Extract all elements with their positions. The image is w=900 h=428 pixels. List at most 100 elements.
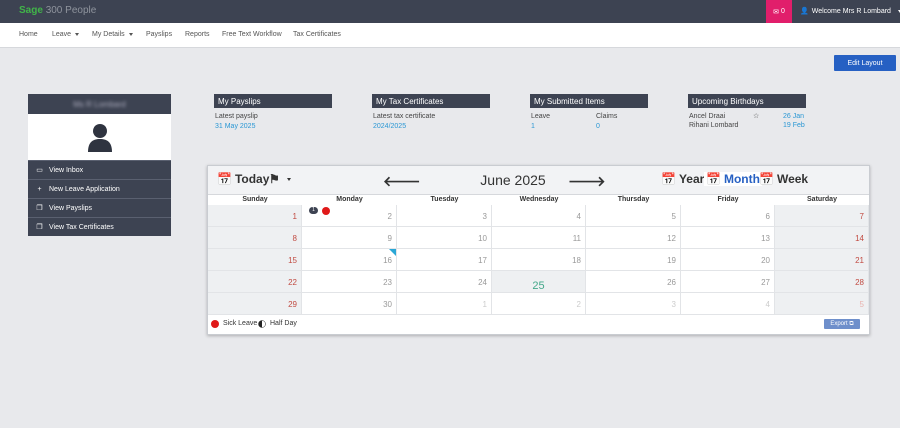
weekday-friday: Friday	[717, 196, 739, 203]
day-cell[interactable]: 1	[208, 205, 302, 227]
day-cell[interactable]: 10	[397, 227, 492, 249]
inbox-icon: ▭	[36, 167, 43, 174]
latest-tax-certificate-link[interactable]: 2024/2025	[373, 123, 407, 130]
mail-button[interactable]: ✉ 0	[766, 0, 792, 23]
user-avatar-icon	[87, 124, 112, 152]
star-icon[interactable]: ☆	[753, 113, 760, 120]
day-cell[interactable]: 21	[775, 249, 869, 271]
day-cell[interactable]: 5	[586, 205, 681, 227]
day-cell[interactable]: 19	[586, 249, 681, 271]
legend-half-day: Half Day	[270, 320, 297, 327]
day-cell[interactable]: 4	[681, 293, 775, 315]
year-view-button[interactable]: 📅 Year	[661, 172, 705, 186]
user-menu[interactable]: 👤 Welcome Mrs R Lombard	[800, 7, 900, 15]
edit-layout-button[interactable]: Edit Layout	[834, 55, 896, 71]
brand-sage: Sage	[19, 5, 43, 16]
day-cell[interactable]: 7	[775, 205, 869, 227]
day-cell[interactable]: 8	[208, 227, 302, 249]
calendar-title: June 2025	[480, 172, 546, 188]
avatar	[28, 114, 171, 160]
day-cell[interactable]: 17	[397, 249, 492, 271]
my-submitted-items-card: My Submitted Items Leave 1 Claims 0	[530, 94, 648, 138]
next-month-arrow[interactable]: 🡒	[568, 173, 606, 189]
nav-my-details[interactable]: My Details	[92, 31, 133, 38]
nav-leave[interactable]: Leave	[52, 31, 80, 38]
my-tax-certificates-card: My Tax Certificates Latest tax certifica…	[372, 94, 490, 138]
weekday-monday: Monday	[336, 196, 363, 203]
export-button[interactable]: Export ⧉	[824, 319, 860, 329]
upcoming-birthdays-card: Upcoming Birthdays Ancel Draai ☆ 26 Jan …	[688, 94, 806, 138]
day-cell[interactable]: 30	[302, 293, 397, 315]
day-cell[interactable]: 14	[775, 227, 869, 249]
day-cell[interactable]: 3	[586, 293, 681, 315]
half-day-icon	[258, 320, 266, 328]
event-count-badge[interactable]: 1	[309, 207, 318, 214]
chevron-down-icon	[897, 9, 900, 13]
day-cell[interactable]: 5	[775, 293, 869, 315]
card-title: My Tax Certificates	[372, 94, 490, 108]
birthday-name: Rihani Lombard	[689, 122, 739, 129]
top-bar: Sage 300 People ✉ 0 👤 Welcome Mrs R Lomb…	[0, 0, 900, 23]
card-label: Latest payslip	[215, 113, 258, 120]
weekday-saturday: Saturday	[807, 196, 837, 203]
profile-name: Ms R Lombard	[28, 94, 171, 114]
card-label: Latest tax certificate	[373, 113, 436, 120]
today-button[interactable]: 📅 Today	[217, 172, 270, 186]
nav-tax-certificates[interactable]: Tax Certificates	[293, 31, 341, 38]
app-logo[interactable]: Sage 300 People	[19, 5, 96, 16]
day-cell[interactable]: 20	[681, 249, 775, 271]
view-payslips-link[interactable]: ❐ View Payslips	[28, 198, 171, 217]
card-title: My Submitted Items	[530, 94, 648, 108]
birthday-name: Ancel Draai	[689, 113, 726, 120]
day-cell[interactable]: 4	[492, 205, 586, 227]
day-cell[interactable]: 2	[492, 293, 586, 315]
envelope-icon: ✉	[773, 8, 779, 16]
view-inbox-link[interactable]: ▭ View Inbox	[28, 160, 171, 179]
day-cell[interactable]: 15	[208, 249, 302, 271]
weekday-wednesday: Wednesday	[519, 196, 559, 203]
view-tax-certificates-link[interactable]: ❐ View Tax Certificates	[28, 217, 171, 236]
day-cell[interactable]: 1	[397, 293, 492, 315]
day-cell[interactable]: 18	[492, 249, 586, 271]
day-cell[interactable]: 27	[681, 271, 775, 293]
day-cell[interactable]: 2	[302, 205, 397, 227]
day-cell[interactable]: 29	[208, 293, 302, 315]
week-view-button[interactable]: 📅 Week	[759, 172, 809, 186]
nav-free-text-workflow[interactable]: Free Text Workflow	[222, 31, 282, 38]
leave-label: Leave	[531, 113, 551, 120]
copy-icon: ❐	[36, 224, 43, 231]
copy-icon: ❐	[36, 205, 43, 212]
prev-month-arrow[interactable]: 🡐	[383, 173, 421, 189]
claims-label: Claims	[596, 113, 618, 120]
day-cell[interactable]: 6	[681, 205, 775, 227]
nav-home[interactable]: Home	[19, 31, 38, 38]
nav-reports[interactable]: Reports	[185, 31, 210, 38]
calendar-icon: 📅	[217, 172, 232, 186]
day-cell[interactable]: 9	[302, 227, 397, 249]
day-cell[interactable]: 28	[775, 271, 869, 293]
day-cell[interactable]: 11	[492, 227, 586, 249]
day-cell[interactable]: 25	[492, 271, 586, 293]
day-cell[interactable]: 24	[397, 271, 492, 293]
new-leave-application-link[interactable]: + New Leave Application	[28, 179, 171, 198]
my-payslips-card: My Payslips Latest payslip 31 May 2025	[214, 94, 332, 138]
mail-count: 0	[780, 8, 785, 15]
month-view-button[interactable]: 📅 Month	[704, 172, 762, 186]
day-cell[interactable]: 13	[681, 227, 775, 249]
day-cell[interactable]: 12	[586, 227, 681, 249]
day-cell[interactable]: 22	[208, 271, 302, 293]
calendar-toolbar: 📅 Today ⚑ 🡐 June 2025 🡒 📅 Year 📅 Month 📅 Wee…	[208, 166, 869, 195]
nav-payslips[interactable]: Payslips	[146, 31, 173, 38]
day-cell[interactable]: 26	[586, 271, 681, 293]
day-cell[interactable]: 23	[302, 271, 397, 293]
claims-count-link[interactable]: 0	[596, 123, 600, 130]
birthday-date: 26 Jan	[783, 113, 805, 120]
calendar-icon: 📅	[759, 172, 774, 186]
day-cell[interactable]: 3	[397, 205, 492, 227]
profile-panel: Ms R Lombard ▭ View Inbox + New Leave Appl…	[28, 94, 171, 238]
flag-dropdown[interactable]: ⚑	[269, 172, 291, 186]
sick-leave-event-icon[interactable]	[322, 207, 330, 215]
leave-count-link[interactable]: 1	[531, 123, 535, 130]
day-cell[interactable]: 16	[302, 249, 397, 271]
latest-payslip-link[interactable]: 31 May 2025	[215, 123, 256, 130]
